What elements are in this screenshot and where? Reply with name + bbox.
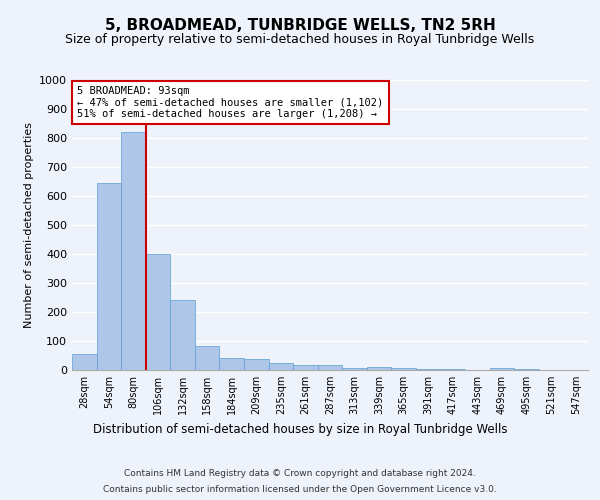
Bar — [269, 363, 293, 370]
Bar — [367, 367, 391, 370]
Bar — [318, 365, 342, 370]
Bar — [170, 300, 195, 370]
Bar — [440, 368, 465, 370]
Text: Size of property relative to semi-detached houses in Royal Tunbridge Wells: Size of property relative to semi-detach… — [65, 32, 535, 46]
Text: Contains public sector information licensed under the Open Government Licence v3: Contains public sector information licen… — [103, 485, 497, 494]
Text: 5, BROADMEAD, TUNBRIDGE WELLS, TN2 5RH: 5, BROADMEAD, TUNBRIDGE WELLS, TN2 5RH — [104, 18, 496, 32]
Bar — [195, 346, 220, 370]
Text: Distribution of semi-detached houses by size in Royal Tunbridge Wells: Distribution of semi-detached houses by … — [93, 422, 507, 436]
Y-axis label: Number of semi-detached properties: Number of semi-detached properties — [23, 122, 34, 328]
Bar — [72, 354, 97, 370]
Bar — [391, 368, 416, 370]
Bar — [293, 365, 318, 370]
Bar — [416, 368, 440, 370]
Bar — [342, 368, 367, 370]
Text: Contains HM Land Registry data © Crown copyright and database right 2024.: Contains HM Land Registry data © Crown c… — [124, 469, 476, 478]
Text: 5 BROADMEAD: 93sqm
← 47% of semi-detached houses are smaller (1,102)
51% of semi: 5 BROADMEAD: 93sqm ← 47% of semi-detache… — [77, 86, 383, 119]
Bar — [121, 132, 146, 370]
Bar — [244, 359, 269, 370]
Bar — [490, 368, 514, 370]
Bar — [220, 358, 244, 370]
Bar — [97, 183, 121, 370]
Bar — [146, 254, 170, 370]
